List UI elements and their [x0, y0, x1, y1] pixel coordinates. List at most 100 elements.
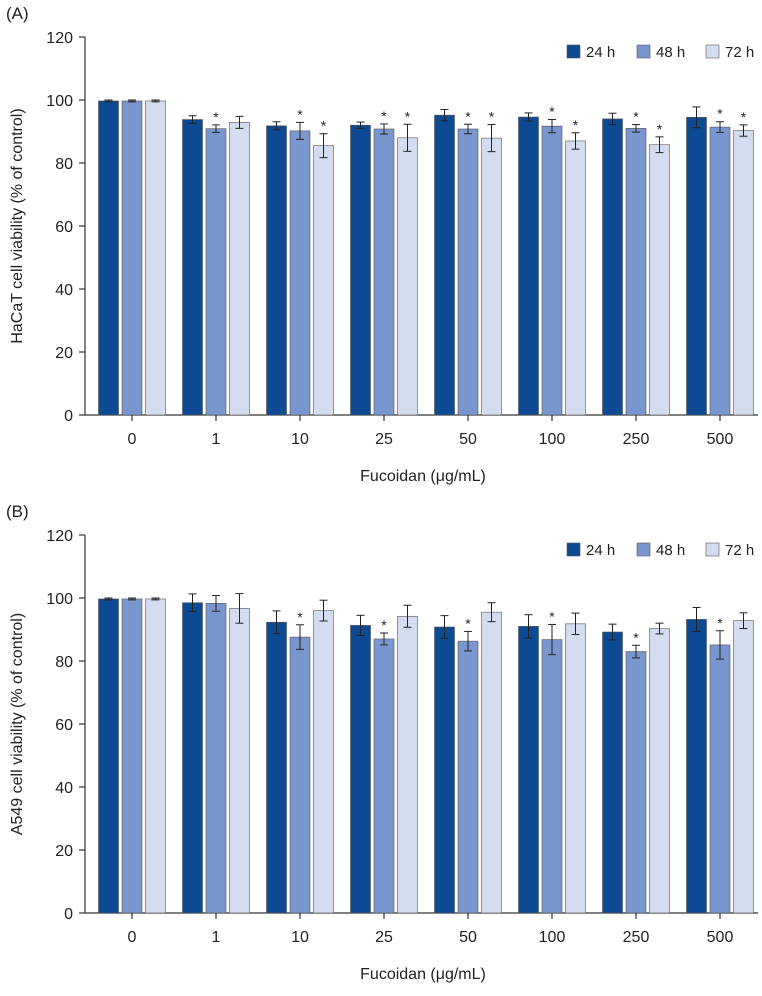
y-axis-title: HaCaT cell viability (% of control) — [9, 108, 26, 343]
significance-marker: * — [297, 106, 303, 122]
x-tick-label: 1 — [212, 929, 221, 946]
x-tick-label: 100 — [539, 431, 566, 448]
y-tick-label: 60 — [55, 219, 73, 236]
y-tick-label: 20 — [55, 345, 73, 362]
y-tick-label: 120 — [46, 528, 73, 545]
y-tick-label: 0 — [64, 906, 73, 923]
x-tick-label: 100 — [539, 929, 566, 946]
significance-marker: * — [381, 617, 387, 633]
legend-label: 24 h — [586, 542, 615, 559]
bar — [205, 128, 227, 416]
significance-marker: * — [717, 615, 723, 631]
bar — [289, 636, 311, 914]
significance-marker: * — [465, 108, 471, 124]
bar — [397, 615, 418, 914]
x-axis-title: Fucoidan (μg/mL) — [360, 966, 486, 983]
bar — [733, 130, 754, 416]
bar — [541, 639, 563, 914]
bar — [457, 640, 479, 914]
legend-label: 72 h — [725, 542, 754, 559]
bar — [266, 621, 287, 914]
bar — [229, 122, 250, 416]
bar — [709, 126, 731, 416]
bar — [565, 140, 586, 416]
significance-marker: * — [549, 104, 555, 120]
bar — [397, 137, 418, 416]
bar — [289, 130, 311, 416]
bar — [121, 100, 143, 416]
x-tick-label: 0 — [128, 929, 137, 946]
bar — [229, 608, 250, 914]
bar — [145, 598, 166, 914]
significance-marker: * — [633, 629, 639, 645]
y-tick-label: 120 — [46, 30, 73, 47]
bar — [686, 619, 707, 914]
bar — [182, 602, 203, 914]
bar — [266, 125, 287, 416]
bar — [625, 651, 647, 914]
significance-marker: * — [573, 117, 579, 133]
y-tick-label: 0 — [64, 408, 73, 425]
legend-label: 72 h — [725, 44, 754, 61]
x-tick-label: 10 — [291, 431, 309, 448]
y-tick-label: 80 — [55, 156, 73, 173]
x-tick-label: 10 — [291, 929, 309, 946]
x-axis-title: Fucoidan (μg/mL) — [360, 468, 486, 485]
significance-marker: * — [321, 118, 327, 134]
bar — [565, 623, 586, 914]
x-tick-label: 50 — [459, 929, 477, 946]
y-tick-label: 40 — [55, 282, 73, 299]
legend-label: 48 h — [656, 44, 685, 61]
bar — [182, 119, 203, 416]
x-tick-label: 0 — [128, 431, 137, 448]
legend-swatch — [636, 542, 651, 557]
bar — [649, 144, 670, 416]
panel-b: (B) 0 20 40 60 80 100 120 A549 cell viability (… — [0, 498, 762, 996]
bar — [313, 610, 334, 914]
bar — [434, 114, 455, 416]
y-tick-label: 40 — [55, 780, 73, 797]
significance-marker: * — [213, 109, 219, 125]
significance-marker: * — [381, 108, 387, 124]
panel-a: (A) 0 20 40 60 80 100 120 HaCaT cell viability … — [6, 4, 758, 485]
bar — [481, 611, 502, 914]
panel-label: (A) — [6, 4, 29, 23]
bar — [709, 644, 731, 914]
x-tick-label: 1 — [212, 431, 221, 448]
bar — [625, 128, 647, 416]
legend-label: 24 h — [586, 44, 615, 61]
bar — [145, 100, 166, 416]
significance-marker: * — [717, 106, 723, 122]
legend-swatch — [636, 44, 651, 59]
y-tick-label: 100 — [46, 591, 73, 608]
x-tick-label: 250 — [623, 431, 650, 448]
x-tick-label: 500 — [707, 431, 734, 448]
bar — [649, 628, 670, 914]
bar — [350, 124, 371, 416]
significance-marker: * — [297, 609, 303, 625]
bar — [350, 625, 371, 914]
bar — [686, 117, 707, 416]
bar — [541, 125, 563, 416]
y-tick-label: 100 — [46, 93, 73, 110]
bar — [205, 603, 227, 914]
bar — [733, 620, 754, 914]
significance-marker: * — [405, 108, 411, 124]
legend-swatch — [705, 44, 720, 59]
bar — [98, 100, 119, 416]
bar — [518, 116, 539, 416]
bar — [457, 128, 479, 416]
legend-swatch — [566, 542, 581, 557]
bar — [373, 638, 395, 914]
significance-marker: * — [465, 615, 471, 631]
significance-marker: * — [657, 121, 663, 137]
bar — [602, 631, 623, 914]
bar — [121, 598, 143, 914]
x-tick-label: 250 — [623, 929, 650, 946]
x-tick-label: 500 — [707, 929, 734, 946]
bar — [602, 118, 623, 416]
y-axis-title: A549 cell viability (% of control) — [9, 613, 26, 835]
significance-marker: * — [633, 109, 639, 125]
